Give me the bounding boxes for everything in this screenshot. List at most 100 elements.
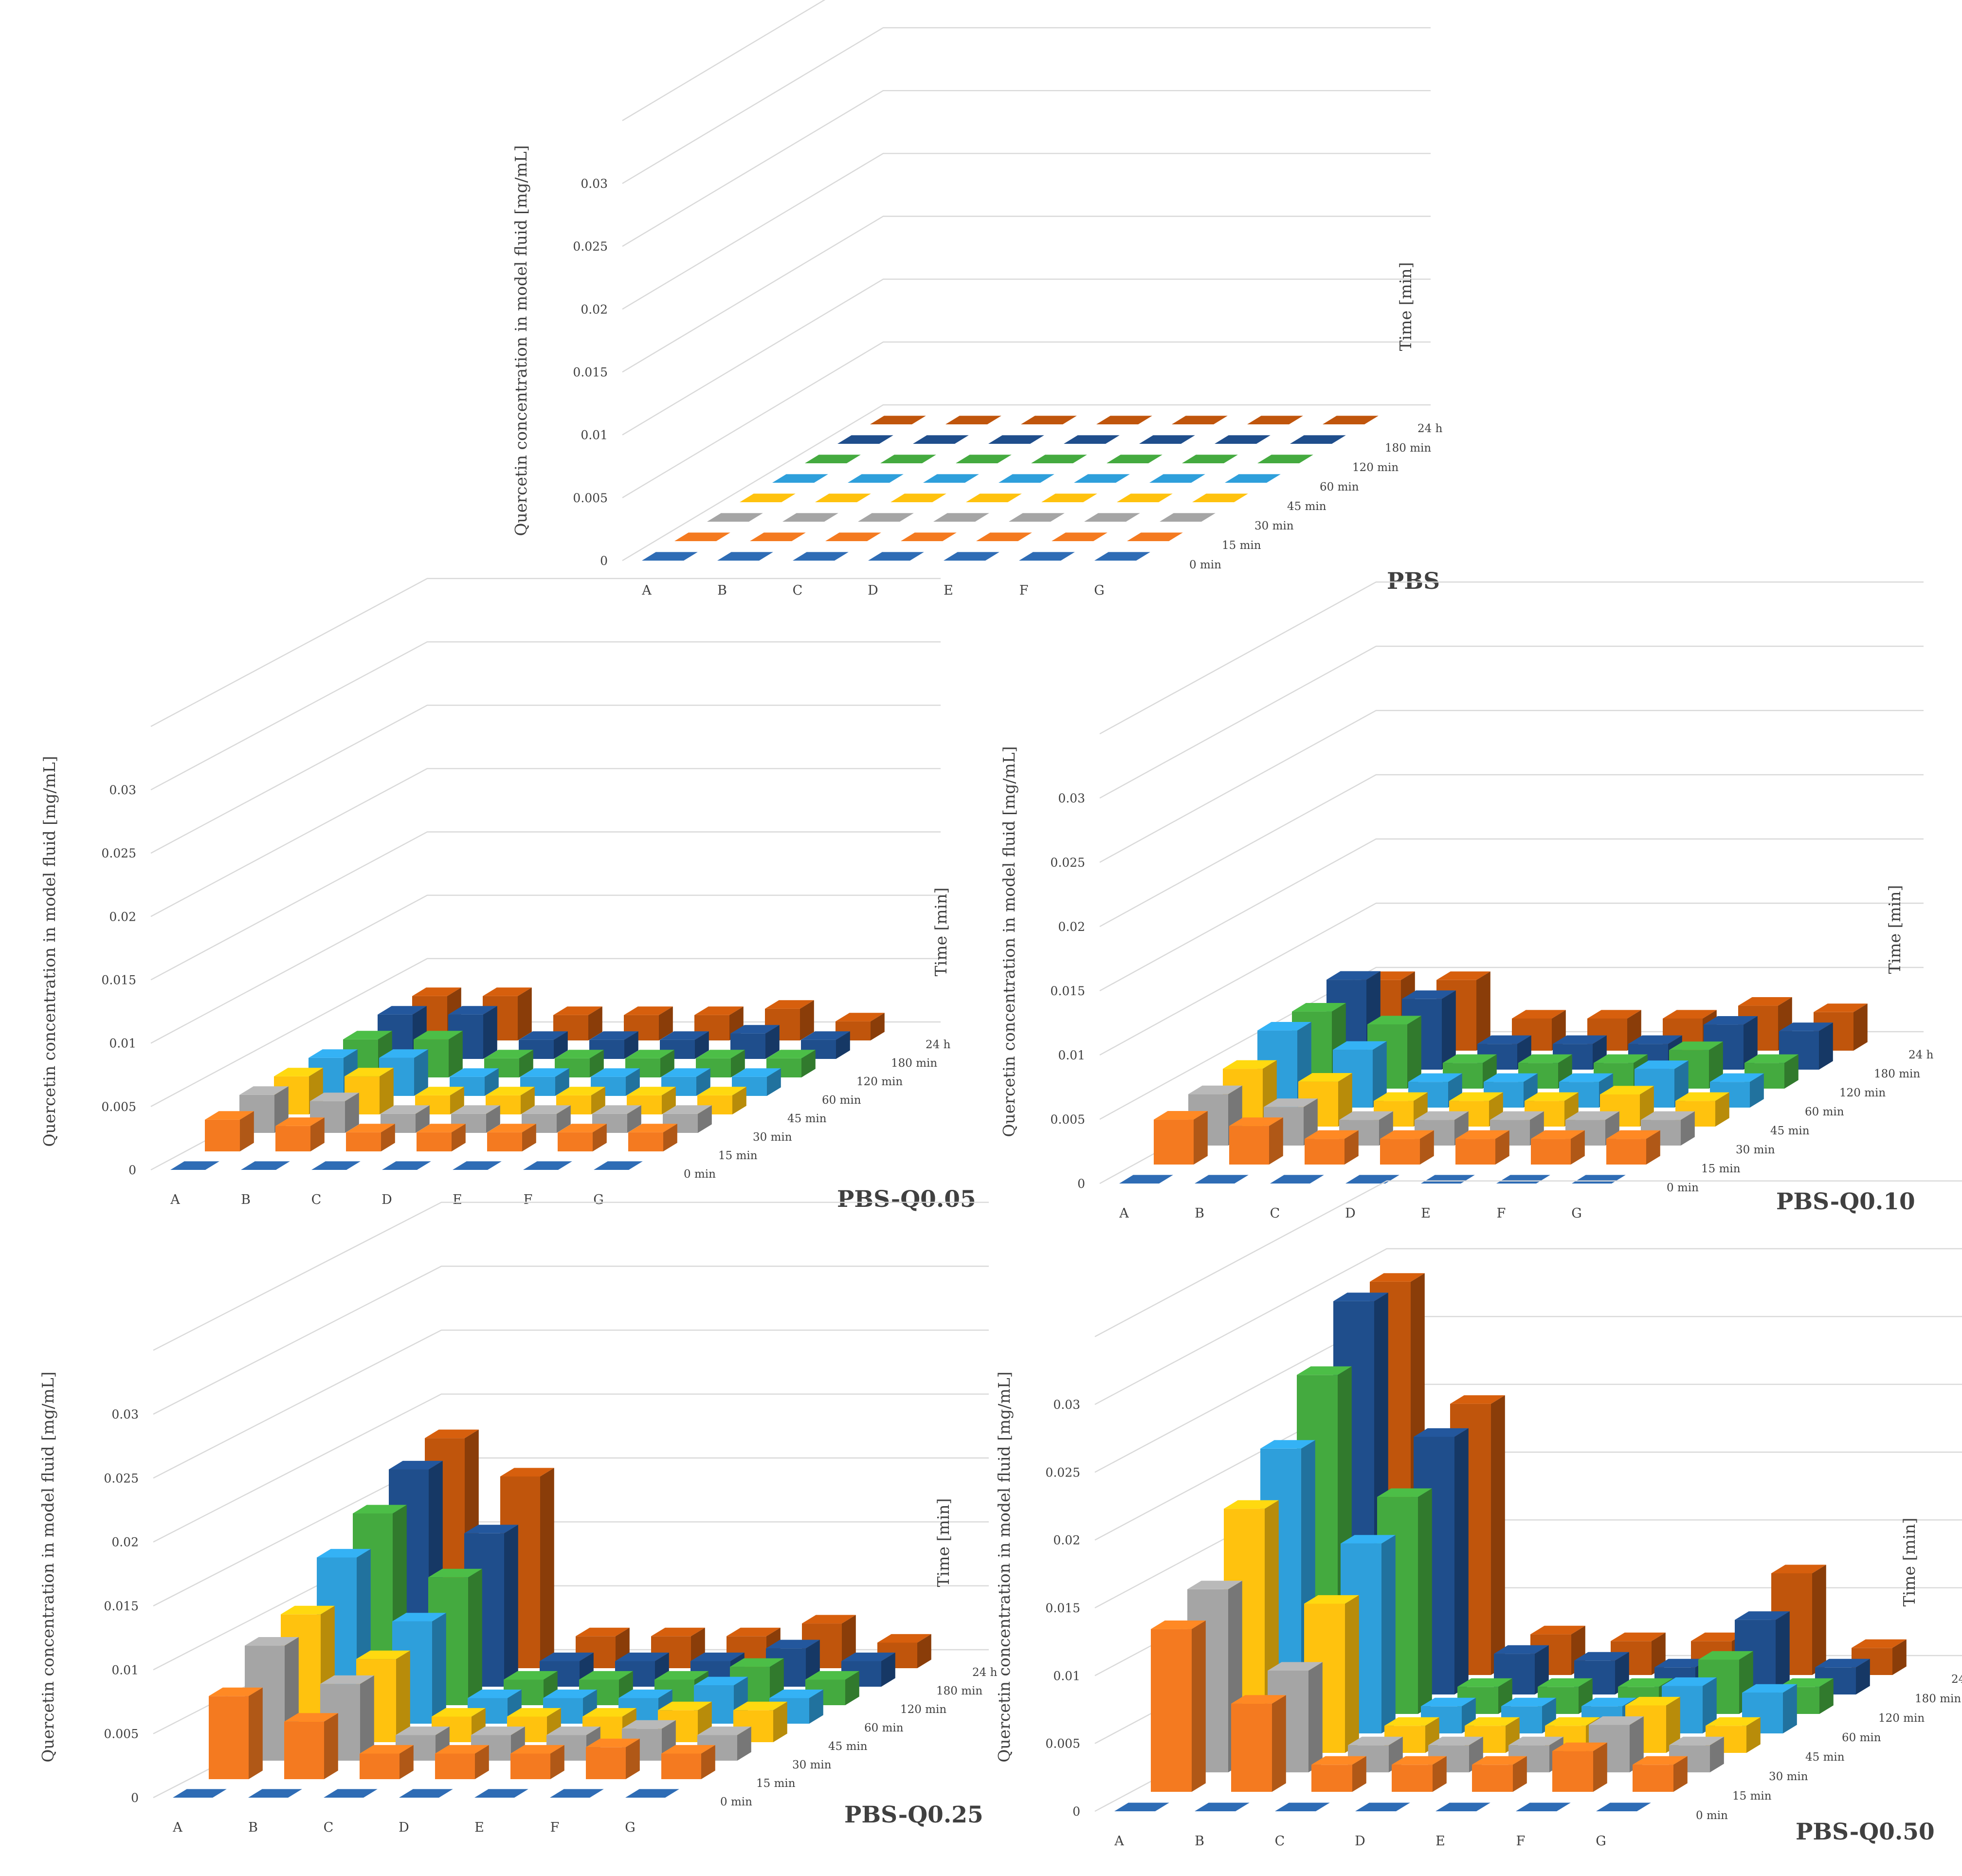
bar-top [825,532,881,541]
bar-top [1589,1716,1644,1725]
bar-side [1433,1756,1447,1792]
bar-g-0-min [1094,552,1150,561]
bar-side [519,1050,533,1077]
bar-top [1691,1632,1746,1641]
bar-top [435,1745,489,1754]
bar-side [1535,1645,1549,1694]
bar-g-15-min [1127,532,1183,541]
bar-top [1581,1697,1636,1707]
bar-top [284,1713,338,1722]
bar-e-15-min [1455,1130,1509,1165]
bar-top [1428,1736,1483,1746]
time-label-45-min: 45 min [1805,1751,1845,1764]
bar-top [622,1720,676,1729]
bar-top [1742,1684,1797,1693]
bar-top [661,1745,715,1754]
bar-side [588,1006,602,1040]
bar-side [800,1000,814,1040]
bar-side [1345,1595,1359,1753]
bar-side [554,1031,568,1059]
bar-e-45-min [1041,493,1097,502]
bar-top [1450,1395,1505,1404]
x-axis-categories: A B C D E F G [170,1192,604,1207]
time-label-60-min: 60 min [1805,1106,1844,1118]
bar-top [546,1726,600,1735]
bar-top [451,1105,500,1114]
time-label-45-min: 45 min [787,1112,827,1125]
bar-f-0-min [1516,1803,1571,1811]
bar-e-45-min [1525,1092,1579,1127]
bar-top [654,1671,708,1680]
gridline [622,90,1431,247]
bar-top [1518,1054,1572,1063]
bar-top [241,1161,290,1170]
bar-top [1377,1488,1432,1497]
bar-side [626,1738,640,1779]
bar-top [1064,435,1120,444]
bar-top [484,1050,533,1058]
bar-top [170,1161,219,1170]
bar-top [522,1105,571,1114]
bar-b-45-min [815,493,871,502]
bar-e-30-min [1508,1736,1563,1772]
bar-side [1715,1092,1729,1127]
bar-d-0-min [868,552,924,561]
bar-top [1096,416,1152,424]
y-tick-label: 0.01 [111,1663,139,1677]
y-tick-label: 0.015 [1050,984,1085,998]
bar-b-0-min [241,1161,290,1170]
bar-top [311,1161,361,1170]
bar-top [1270,1175,1324,1184]
category-label-f: F [1497,1206,1506,1221]
bar-b-30-min [310,1093,359,1133]
bar-top [579,1671,633,1680]
category-label-d: D [1345,1206,1356,1221]
bar-top [697,1726,751,1735]
bar-a-0-min [170,1161,219,1170]
bar-top [1031,455,1087,463]
y-tick-label: 0 [600,554,608,568]
gridline [1099,710,1924,863]
bar-side [1418,1488,1432,1714]
time-label-15-min: 15 min [756,1777,796,1790]
bar-top [1172,416,1228,424]
bar-top [793,552,849,561]
bar-side [1476,971,1490,1051]
bar-top [1512,1010,1566,1019]
bar-side [1269,1117,1283,1165]
bar-top [1565,1111,1619,1120]
bar-front [1229,1126,1269,1165]
bar-top [392,1613,446,1621]
bar-top [510,1745,564,1754]
bar-top [589,1031,638,1040]
bar-top [837,435,893,444]
bar-top [1814,1003,1868,1012]
bar-side [324,1713,338,1779]
bar-top [1706,1717,1761,1726]
bar-top [1545,1717,1600,1726]
bar-side [593,1124,607,1151]
bar-top [615,1652,669,1661]
category-label-b: B [1195,1834,1204,1849]
bar-side [627,1105,641,1133]
bar-g-60-min [1742,1684,1797,1733]
category-label-a: A [172,1820,182,1835]
bar-top [345,1068,394,1076]
bar-top [343,1031,392,1039]
bar-top [1275,1803,1330,1811]
bar-top [772,474,828,483]
bar-top [1421,1175,1475,1184]
bar-g-60-min [732,1068,781,1096]
bar-side [1746,1717,1761,1753]
bar-c-180-min [988,435,1044,444]
z-axis-title: Time [min] [1900,1518,1919,1607]
bar-top [471,1726,525,1735]
bar-b-0-min [1195,1803,1250,1811]
bar-a-15-min [674,532,730,541]
bar-side [1454,1428,1469,1694]
bar-side [450,1087,464,1114]
bar-top [690,1652,745,1661]
bar-top [782,513,838,522]
bar-b-15-min [1231,1695,1286,1792]
